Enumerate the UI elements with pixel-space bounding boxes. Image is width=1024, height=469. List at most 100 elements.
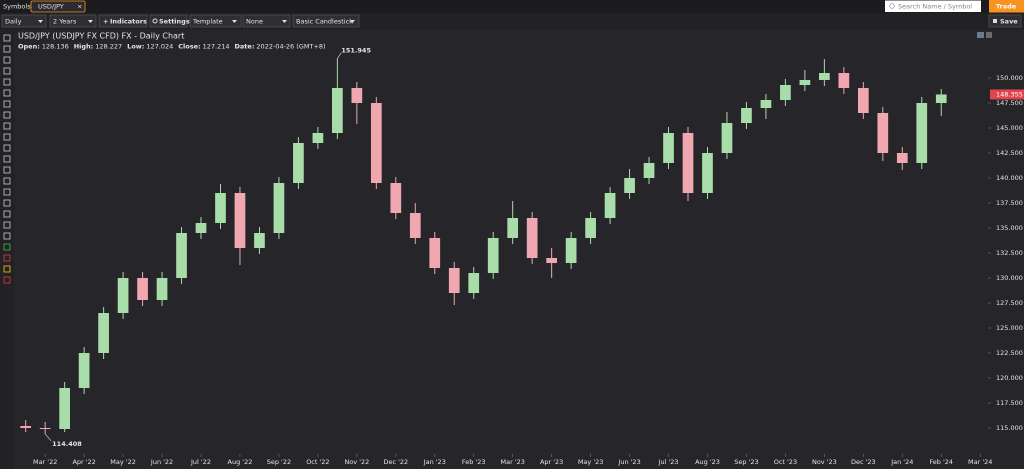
drawing-tool[interactable]	[3, 34, 11, 42]
info-label: High:	[74, 43, 94, 51]
search-icon	[889, 3, 895, 9]
x-tick-label: Apr '22	[72, 458, 95, 466]
drawing-tool[interactable]	[3, 122, 11, 130]
indicators-button[interactable]	[98, 14, 148, 28]
candle-body	[935, 94, 947, 103]
info-value: 128.136	[42, 43, 69, 51]
drawing-tool[interactable]	[3, 56, 11, 64]
drawing-tool[interactable]	[3, 254, 11, 262]
toolbar: Daily 2 Years + Indicators Settings Temp…	[0, 13, 1024, 30]
range-dropdown[interactable]	[49, 14, 97, 28]
x-tick-label: Jan '24	[890, 458, 913, 466]
drawing-tool[interactable]	[3, 199, 11, 207]
candle-body	[507, 218, 519, 238]
x-tick-label: Dec '23	[851, 458, 876, 466]
x-tick-label: Dec '22	[383, 458, 408, 466]
candle-body	[643, 163, 655, 178]
low-annotation: 114.408	[52, 440, 82, 448]
x-tick-label: Jun '23	[617, 458, 640, 466]
search-box[interactable]	[885, 0, 981, 13]
info-label: Date:	[235, 43, 255, 51]
candle-body	[838, 73, 850, 88]
overlay-dropdown[interactable]	[242, 14, 291, 28]
drawing-tool[interactable]	[3, 232, 11, 240]
candle-body	[799, 80, 811, 85]
candle-body	[819, 73, 830, 80]
x-tick-label: Sep '22	[267, 458, 291, 466]
drawing-tool[interactable]	[3, 265, 11, 273]
candle-body	[78, 353, 90, 388]
candle-body	[293, 143, 304, 183]
x-tick-label: Jun '22	[150, 458, 173, 466]
trade-button[interactable]	[989, 0, 1024, 13]
candle-body	[585, 218, 596, 238]
drawing-tool[interactable]	[3, 144, 11, 152]
drawing-tool[interactable]	[3, 166, 11, 174]
drawing-tool[interactable]	[3, 67, 11, 75]
drawing-tool[interactable]	[3, 177, 11, 185]
drawing-tool[interactable]	[3, 78, 11, 86]
drawing-tool[interactable]	[3, 111, 11, 119]
x-tick-label: May '23	[578, 458, 604, 466]
drawing-tool[interactable]	[3, 45, 11, 53]
drawing-tool[interactable]	[3, 100, 11, 108]
ohlc-info: Open: 128.136 High: 128.227 Low: 127.024 Close…	[18, 43, 326, 51]
last-price-box	[990, 89, 1024, 100]
candle-body	[682, 133, 694, 193]
info-value: 127.024	[146, 43, 173, 51]
plus-icon: +	[103, 18, 108, 26]
overlay-label: None	[246, 18, 263, 26]
candle-body	[117, 278, 129, 313]
y-tick-label: 142.500	[996, 149, 1023, 157]
drawing-tools	[0, 30, 14, 469]
candle-body	[59, 388, 71, 429]
symbol-tab-label: USD/JPY	[38, 3, 64, 11]
drawing-tool[interactable]	[3, 133, 11, 141]
candle-body	[604, 193, 616, 218]
candle-body	[215, 193, 226, 223]
template-dropdown[interactable]	[189, 14, 242, 28]
drawing-tool[interactable]	[3, 89, 11, 97]
tool-column-bg	[0, 30, 14, 469]
candle-body	[195, 223, 207, 233]
dropdown-arrow	[88, 20, 93, 23]
high-annotation: 151.945	[341, 47, 371, 55]
drawing-tool[interactable]	[3, 155, 11, 163]
x-tick-label: Jul '22	[190, 458, 211, 466]
save-button[interactable]	[988, 14, 1022, 28]
x-tick-label: Oct '23	[774, 458, 797, 466]
trade-button-label: Trade	[996, 3, 1017, 11]
high-pointer	[337, 52, 342, 59]
plot: 115.000 117.500 120.000 122.500 125.000 127.5…	[20, 47, 1024, 466]
settings-button[interactable]	[149, 14, 188, 28]
chart-style-dropdown[interactable]	[292, 14, 360, 28]
indicators-label: Indicators	[110, 18, 147, 26]
candle-body	[409, 213, 421, 238]
candle-body	[98, 313, 109, 353]
drawing-tool[interactable]	[3, 221, 11, 229]
symbol-tab[interactable]	[30, 0, 86, 13]
x-tick-label: Aug '22	[228, 458, 253, 466]
interval-dropdown[interactable]	[1, 14, 47, 28]
info-label: Low:	[127, 43, 144, 51]
candle-body	[896, 153, 908, 163]
y-tick-label: 127.500	[996, 299, 1023, 307]
x-tick-label: Mar '23	[500, 458, 524, 466]
tab-close-icon[interactable]: ×	[77, 3, 82, 11]
drawing-tool[interactable]	[3, 188, 11, 196]
camera-icon[interactable]	[977, 32, 984, 38]
lock-icon[interactable]	[986, 32, 992, 38]
info-value: 128.227	[95, 43, 122, 51]
info-label: Open:	[18, 43, 40, 51]
drawing-tool[interactable]	[3, 243, 11, 251]
candle-body	[780, 85, 791, 100]
x-tick-label: Nov '22	[344, 458, 369, 466]
candle-body	[429, 238, 441, 268]
candle-body	[312, 133, 324, 143]
candle-body	[390, 183, 402, 213]
drawing-tool[interactable]	[3, 276, 11, 284]
drawing-tool[interactable]	[3, 210, 11, 218]
candle-body	[857, 88, 869, 113]
y-tick-label: 147.500	[996, 99, 1023, 107]
